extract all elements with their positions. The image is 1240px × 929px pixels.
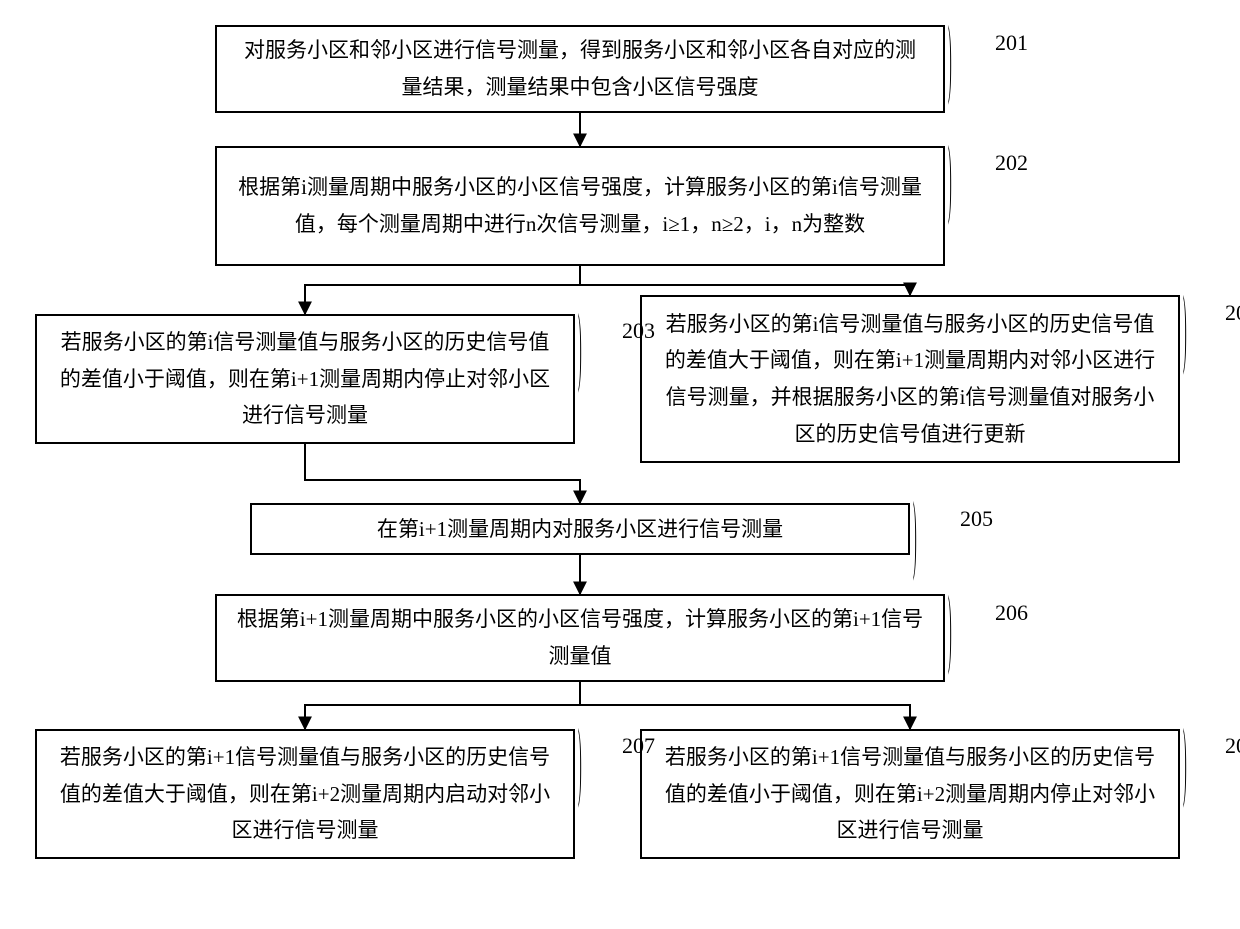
edge-n206-n207	[305, 682, 580, 729]
brace-icon: )	[948, 576, 952, 680]
label-text: 204	[1225, 300, 1240, 325]
edge-n202-n203	[305, 266, 580, 314]
label-text: 201	[995, 30, 1028, 55]
brace-icon: )	[578, 294, 582, 398]
node-text: 在第i+1测量周期内对服务小区进行信号测量	[377, 511, 783, 548]
step-label-201: 201	[995, 30, 1028, 56]
brace-icon: )	[1183, 709, 1187, 813]
step-label-206: 206	[995, 600, 1028, 626]
flowchart-node-n208: 若服务小区的第i+1信号测量值与服务小区的历史信号值的差值小于阈值，则在第i+2…	[640, 729, 1180, 859]
label-text: 206	[995, 600, 1028, 625]
brace-icon: )	[1183, 276, 1187, 380]
label-text: 202	[995, 150, 1028, 175]
step-label-207: 207	[622, 733, 655, 759]
step-label-204: 204	[1225, 300, 1240, 326]
brace-icon: )	[948, 6, 952, 110]
step-label-208: 208	[1225, 733, 1240, 759]
flowchart-node-n206: 根据第i+1测量周期中服务小区的小区信号强度，计算服务小区的第i+1信号测量值	[215, 594, 945, 682]
step-label-205: 205	[960, 506, 993, 532]
edge-n203-n205	[305, 444, 580, 503]
flowchart-node-n201: 对服务小区和邻小区进行信号测量，得到服务小区和邻小区各自对应的测量结果，测量结果…	[215, 25, 945, 113]
brace-icon: )	[948, 126, 952, 230]
label-text: 203	[622, 318, 655, 343]
node-text: 若服务小区的第i信号测量值与服务小区的历史信号值的差值大于阈值，则在第i+1测量…	[660, 306, 1160, 453]
node-text: 对服务小区和邻小区进行信号测量，得到服务小区和邻小区各自对应的测量结果，测量结果…	[235, 32, 925, 106]
label-text: 208	[1225, 733, 1240, 758]
edge-n202-n204	[580, 266, 910, 295]
edge-n206-n208	[580, 682, 910, 729]
flowchart-node-n207: 若服务小区的第i+1信号测量值与服务小区的历史信号值的差值大于阈值，则在第i+2…	[35, 729, 575, 859]
node-text: 根据第i测量周期中服务小区的小区信号强度，计算服务小区的第i信号测量值，每个测量…	[235, 169, 925, 243]
node-text: 若服务小区的第i信号测量值与服务小区的历史信号值的差值小于阈值，则在第i+1测量…	[55, 324, 555, 434]
flowchart-node-n202: 根据第i测量周期中服务小区的小区信号强度，计算服务小区的第i信号测量值，每个测量…	[215, 146, 945, 266]
step-label-203: 203	[622, 318, 655, 344]
brace-icon: )	[578, 709, 582, 813]
flowchart-node-n205: 在第i+1测量周期内对服务小区进行信号测量	[250, 503, 910, 555]
flowchart-node-n204: 若服务小区的第i信号测量值与服务小区的历史信号值的差值大于阈值，则在第i+1测量…	[640, 295, 1180, 463]
flowchart-node-n203: 若服务小区的第i信号测量值与服务小区的历史信号值的差值小于阈值，则在第i+1测量…	[35, 314, 575, 444]
node-text: 若服务小区的第i+1信号测量值与服务小区的历史信号值的差值小于阈值，则在第i+2…	[660, 739, 1160, 849]
flowchart-canvas: 对服务小区和邻小区进行信号测量，得到服务小区和邻小区各自对应的测量结果，测量结果…	[20, 20, 1220, 909]
label-text: 205	[960, 506, 993, 531]
step-label-202: 202	[995, 150, 1028, 176]
brace-icon: )	[913, 482, 917, 586]
node-text: 根据第i+1测量周期中服务小区的小区信号强度，计算服务小区的第i+1信号测量值	[235, 601, 925, 675]
label-text: 207	[622, 733, 655, 758]
node-text: 若服务小区的第i+1信号测量值与服务小区的历史信号值的差值大于阈值，则在第i+2…	[55, 739, 555, 849]
